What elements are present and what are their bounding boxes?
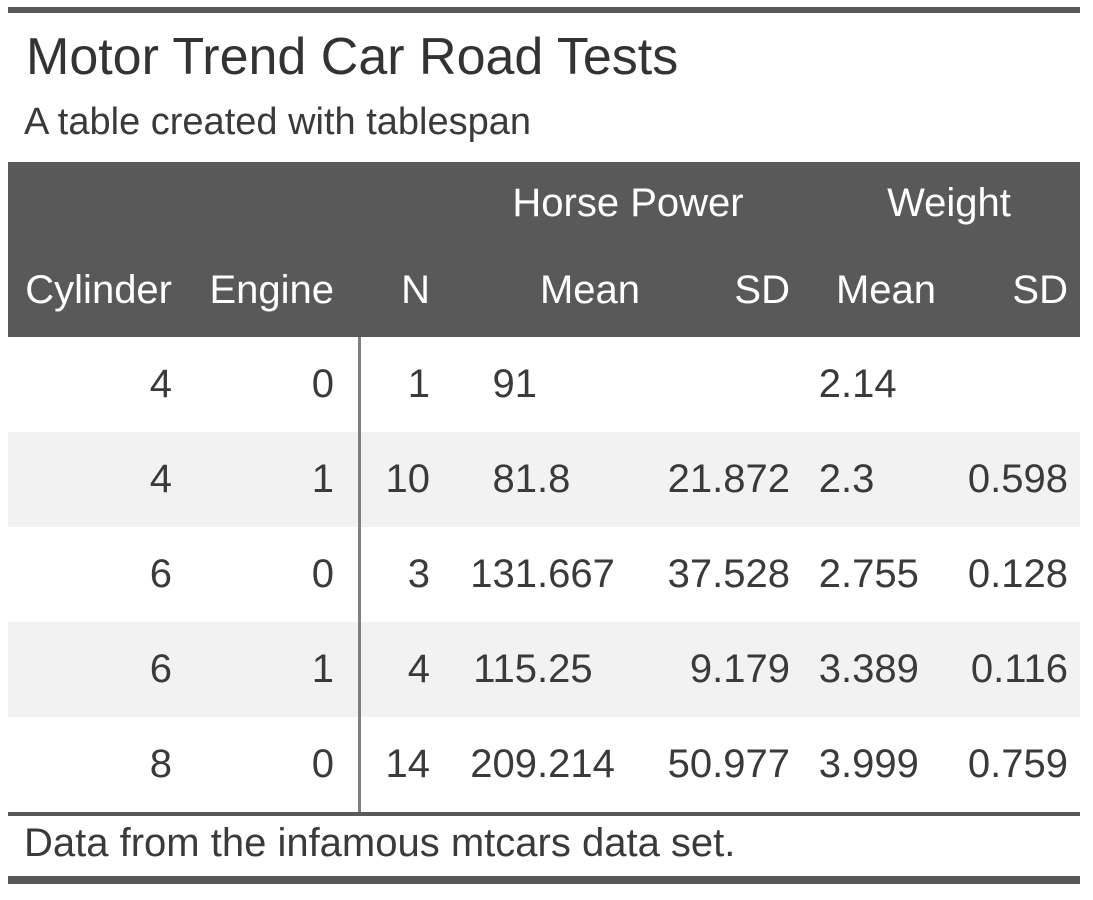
end-cell — [1068, 432, 1080, 527]
hp-sd-cell: 21.872 — [640, 432, 790, 527]
table-body: 4 0 1 91 2.14 4 1 10 81.8 21.872 2.3 0.5… — [8, 337, 1080, 812]
spanner-horse-power: Horse Power — [512, 180, 744, 225]
col-label-wt-mean: Mean — [835, 268, 936, 312]
gap-cell — [334, 622, 358, 717]
table-row: 6 0 3 131.667 37.528 2.755 0.128 — [8, 527, 1080, 622]
wt-mean-cell: 2.755 — [818, 552, 919, 596]
col-label-wt-sd: SD — [1012, 268, 1068, 312]
col-end — [1068, 244, 1080, 337]
hp-sd-cell — [640, 337, 790, 432]
hp-mean-cell: 115.25 — [430, 622, 640, 717]
table-header: Horse Power Weight Cylinder Engine N Mea… — [8, 162, 1080, 337]
cylinder-cell: 6 — [8, 622, 172, 717]
cylinder-cell: 4 — [8, 432, 172, 527]
wt-sd-cell: 0.128 — [967, 552, 1068, 596]
page-title: Motor Trend Car Road Tests — [26, 28, 679, 86]
n-cell: 3 — [358, 527, 430, 622]
hp-sd-cell: 9.179 — [640, 622, 790, 717]
end-cell — [1068, 717, 1080, 812]
wt-sd-cell: 0.116 — [936, 622, 1068, 717]
col-label-engine: Engine — [209, 268, 334, 312]
n-cell: 10 — [358, 432, 430, 527]
n-cell: 14 — [358, 717, 430, 812]
col-label-cylinder: Cylinder — [25, 268, 172, 312]
spanner-row: Horse Power Weight — [8, 162, 1080, 244]
engine-cell: 0 — [311, 552, 334, 596]
engine-cell: 0 — [311, 362, 334, 406]
wt-sd-cell — [936, 337, 1068, 432]
engine-cell: 1 — [172, 622, 334, 717]
spanner-spacer — [8, 162, 430, 244]
end-cell — [1068, 622, 1080, 717]
table-row: 6 1 4 115.25 9.179 3.389 0.116 — [8, 622, 1080, 717]
engine-cell: 1 — [172, 432, 334, 527]
hp-mean-cell: 91 — [492, 362, 538, 406]
spanner-weight: Weight — [887, 180, 1011, 225]
top-rule — [8, 7, 1080, 13]
engine-cell: 0 — [311, 742, 334, 786]
wt-sd-cell: 0.759 — [967, 742, 1068, 786]
footnote: Data from the infamous mtcars data set. — [24, 821, 736, 865]
hp-sd-cell: 50.977 — [667, 742, 790, 786]
wt-mean-cell: 3.999 — [818, 742, 919, 786]
col-label-hp-sd: SD — [734, 268, 790, 312]
hp-sd-cell: 37.528 — [667, 552, 790, 596]
table-row: 4 1 10 81.8 21.872 2.3 0.598 — [8, 432, 1080, 527]
end-cell — [1068, 527, 1080, 622]
wt-sd-cell: 0.598 — [936, 432, 1068, 527]
page-subtitle: A table created with tablespan — [24, 101, 532, 143]
wt-mean-cell: 3.389 — [790, 622, 936, 717]
wt-mean-cell: 2.3 — [790, 432, 936, 527]
n-cell: 1 — [358, 337, 430, 432]
table-row: 4 0 1 91 2.14 — [8, 337, 1080, 432]
wt-mean-cell: 2.14 — [818, 362, 897, 406]
n-cell: 4 — [358, 622, 430, 717]
hp-mean-cell: 209.214 — [470, 742, 615, 786]
gap-cell — [334, 717, 358, 812]
col-label-hp-mean: Mean — [539, 268, 640, 312]
hp-mean-cell: 81.8 — [430, 432, 640, 527]
gap-cell — [334, 337, 358, 432]
gap-cell — [334, 432, 358, 527]
bottom-rule — [8, 876, 1080, 884]
gap-cell — [334, 527, 358, 622]
col-label-n: N — [401, 268, 430, 312]
cylinder-cell: 8 — [149, 742, 172, 786]
table: Horse Power Weight Cylinder Engine N Mea… — [8, 162, 1080, 816]
spanner-end-spacer — [1068, 162, 1080, 244]
table-bottom-rule — [8, 812, 1080, 816]
cylinder-cell: 4 — [149, 362, 172, 406]
column-label-row: Cylinder Engine N Mean SD Mean SD — [8, 244, 1080, 337]
table-row: 8 0 14 209.214 50.977 3.999 0.759 — [8, 717, 1080, 812]
end-cell — [1068, 337, 1080, 432]
hp-mean-cell: 131.667 — [470, 552, 615, 596]
table-figure: Motor Trend Car Road Tests A table creat… — [8, 7, 1080, 884]
cylinder-cell: 6 — [149, 552, 172, 596]
col-gap — [334, 244, 358, 337]
